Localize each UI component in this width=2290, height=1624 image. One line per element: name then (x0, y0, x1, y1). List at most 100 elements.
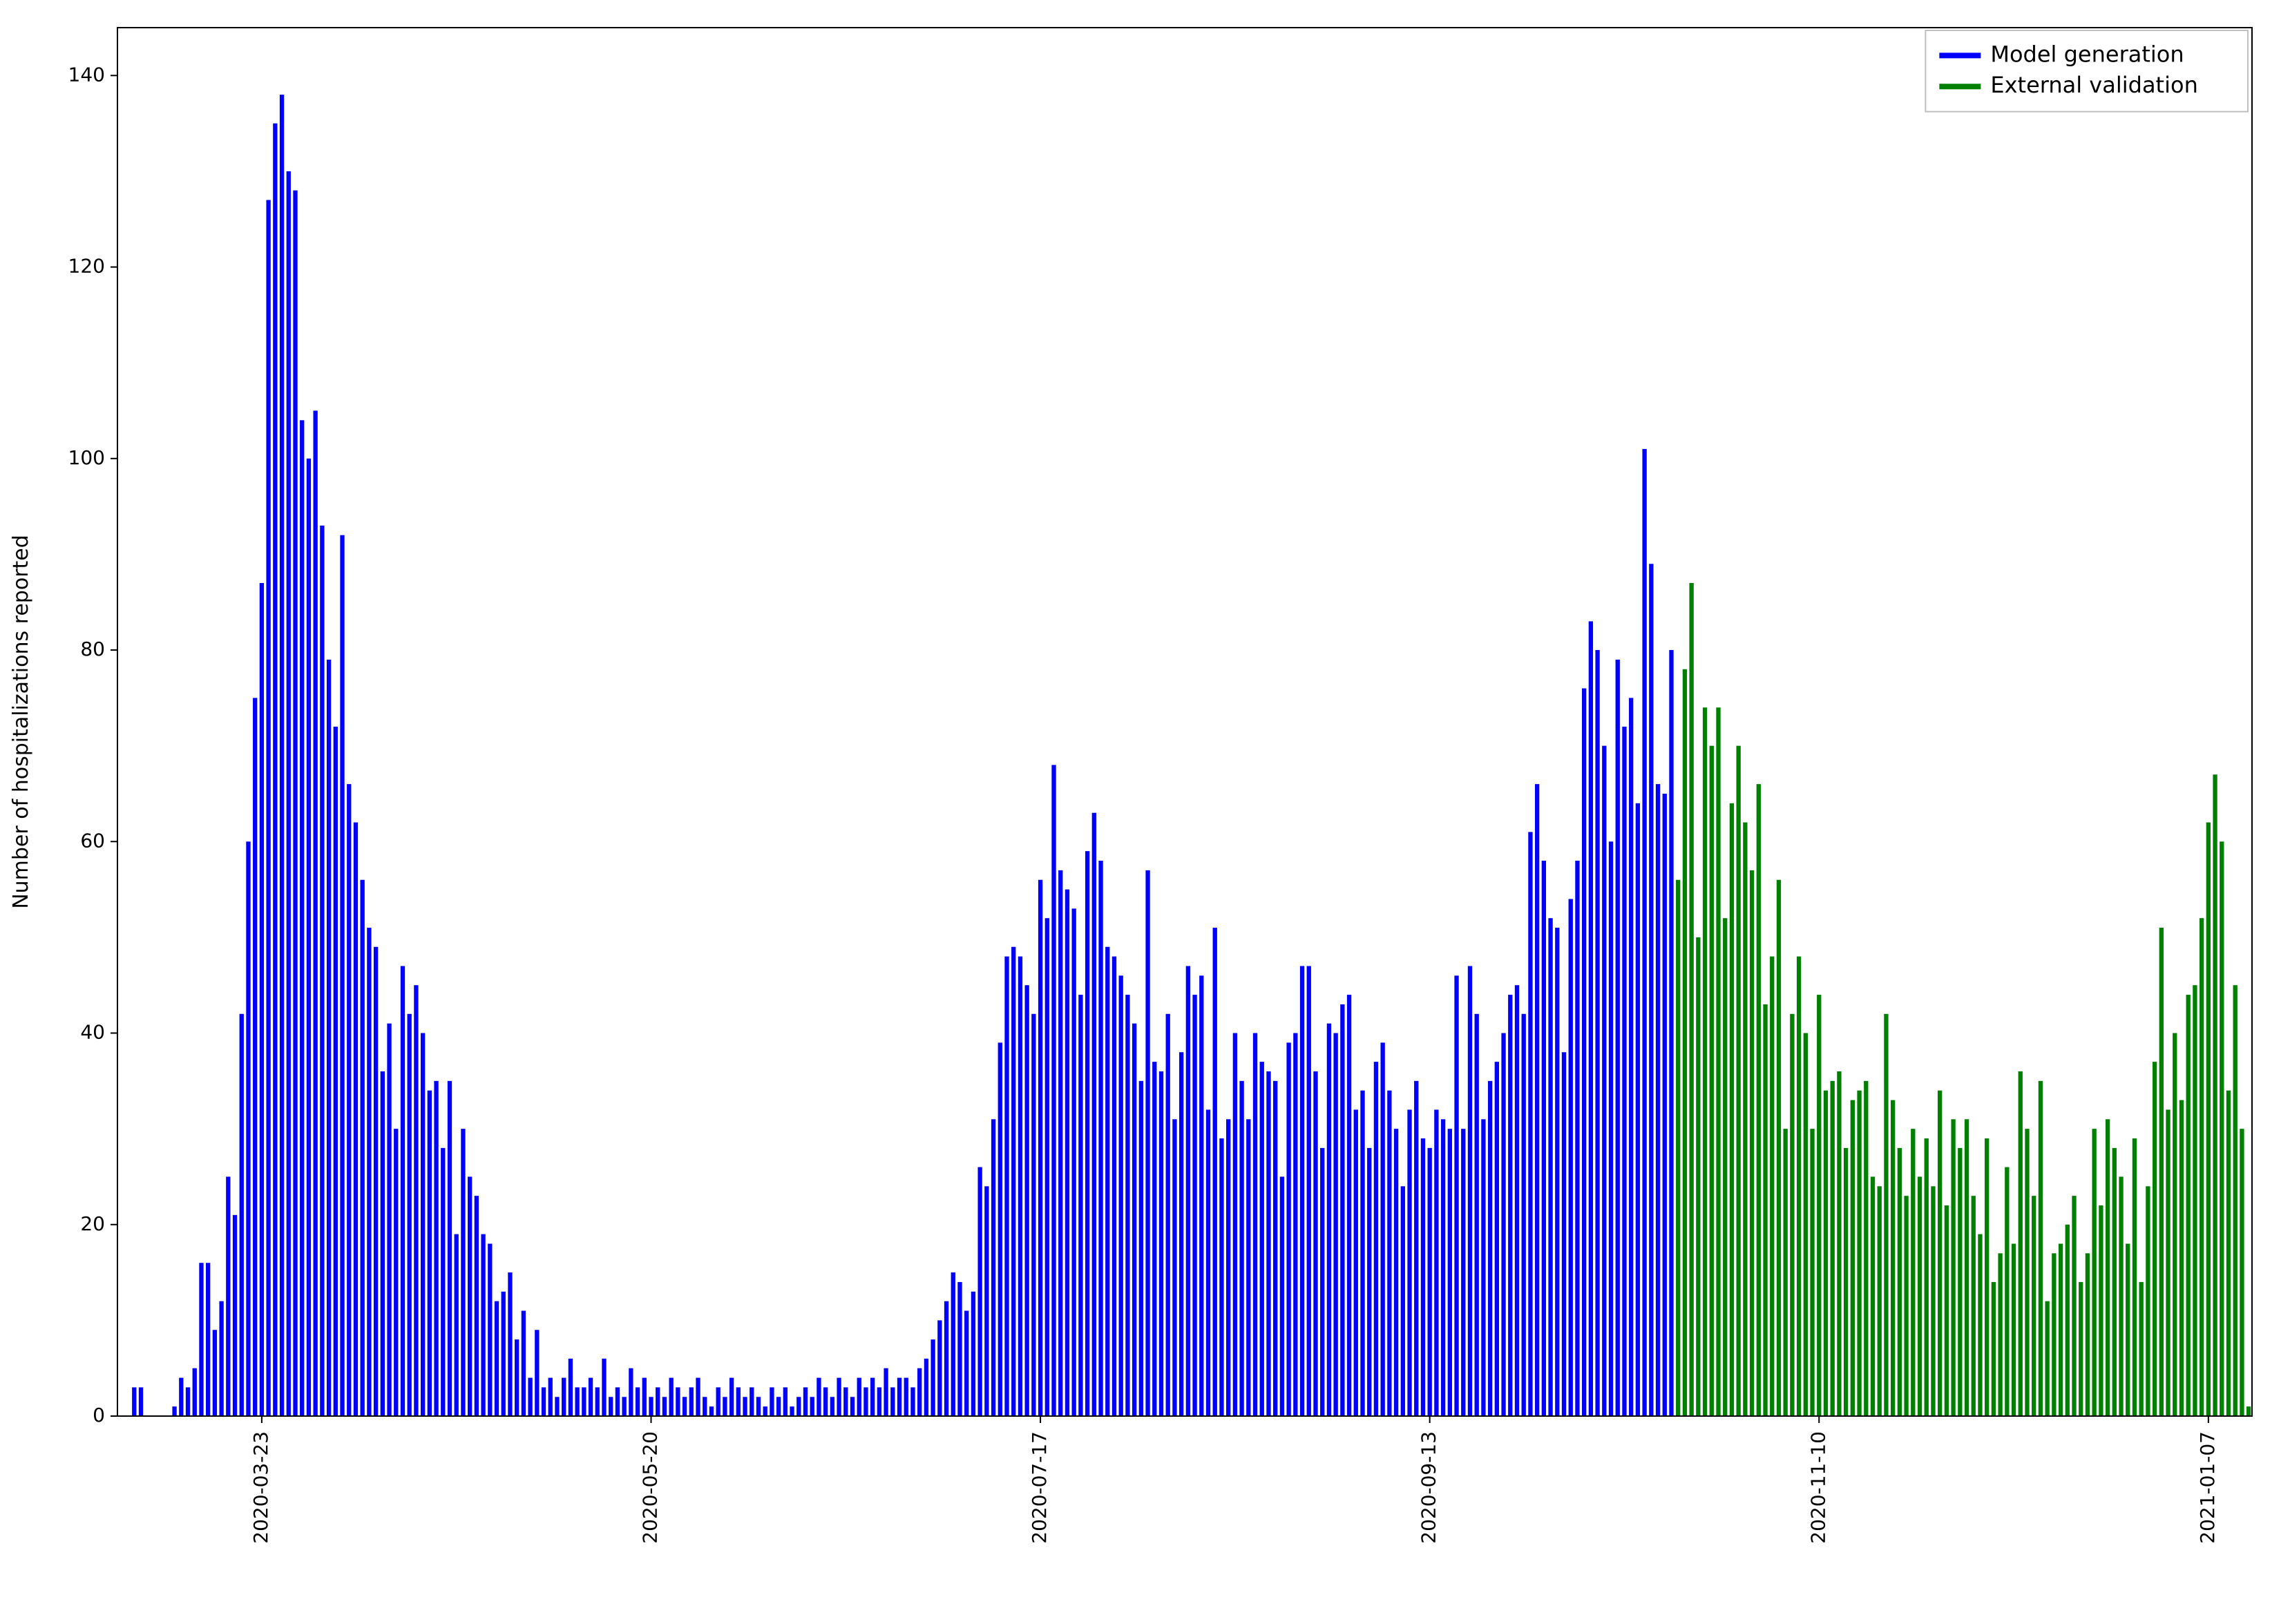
bar-model-generation (1085, 851, 1089, 1416)
bar-external-validation (2092, 1129, 2096, 1416)
bar-model-generation (421, 1033, 425, 1416)
bar-model-generation (300, 420, 304, 1416)
bar-model-generation (790, 1406, 794, 1416)
bar-model-generation (199, 1263, 203, 1416)
bar-external-validation (1790, 1014, 1794, 1416)
bar-model-generation (461, 1129, 465, 1416)
bar-model-generation (977, 1167, 982, 1416)
bar-model-generation (857, 1378, 861, 1416)
bar-model-generation (1273, 1081, 1277, 1416)
bar-model-generation (1280, 1176, 1284, 1416)
bar-model-generation (555, 1397, 559, 1416)
bar-model-generation (367, 928, 371, 1416)
bar-model-generation (890, 1387, 895, 1416)
bar-model-generation (233, 1215, 237, 1416)
bar-external-validation (2099, 1205, 2103, 1416)
bar-model-generation (1045, 918, 1049, 1416)
bar-model-generation (1266, 1071, 1270, 1416)
bar-external-validation (1958, 1148, 1962, 1416)
bar-model-generation (1448, 1129, 1452, 1416)
bar-model-generation (139, 1387, 143, 1416)
bar-external-validation (2173, 1033, 2177, 1416)
bar-model-generation (1152, 1062, 1156, 1416)
bar-external-validation (1904, 1196, 1908, 1416)
bar-model-generation (776, 1397, 781, 1416)
bar-model-generation (266, 200, 270, 1416)
bar-model-generation (1669, 650, 1673, 1416)
bar-model-generation (1058, 870, 1062, 1416)
bar-model-generation (219, 1301, 223, 1416)
bar-external-validation (1998, 1253, 2002, 1416)
bar-model-generation (408, 1014, 412, 1416)
bar-external-validation (1804, 1033, 1808, 1416)
bar-model-generation (696, 1378, 700, 1416)
bar-model-generation (1253, 1033, 1257, 1416)
bar-external-validation (1723, 918, 1727, 1416)
bar-model-generation (1602, 746, 1606, 1416)
bar-external-validation (1676, 880, 1680, 1416)
y-axis-title: Number of hospitalizations reported (9, 535, 33, 909)
bar-model-generation (589, 1378, 593, 1416)
bar-model-generation (1387, 1091, 1391, 1416)
bar-model-generation (1213, 928, 1217, 1416)
bar-model-generation (1548, 918, 1552, 1416)
bar-external-validation (1770, 957, 1774, 1416)
bar-external-validation (1730, 803, 1734, 1416)
bar-external-validation (1878, 1186, 1882, 1416)
bar-external-validation (2159, 928, 2164, 1416)
bar-model-generation (172, 1406, 176, 1416)
bar-model-generation (817, 1378, 821, 1416)
y-tick-label: 20 (80, 1212, 105, 1235)
bar-model-generation (937, 1320, 942, 1416)
bar-model-generation (327, 660, 331, 1416)
bar-external-validation (1689, 583, 1693, 1416)
bar-external-validation (1931, 1186, 1935, 1416)
bar-model-generation (1562, 1052, 1566, 1416)
bar-model-generation (246, 841, 250, 1416)
bar-model-generation (448, 1081, 452, 1416)
bar-model-generation (287, 171, 291, 1416)
bar-model-generation (1226, 1119, 1230, 1416)
bar-model-generation (1004, 957, 1009, 1416)
bar-external-validation (1757, 784, 1761, 1416)
bar-model-generation (743, 1397, 747, 1416)
bar-model-generation (1011, 947, 1015, 1416)
bar-model-generation (1441, 1119, 1445, 1416)
chart-container: 0204060801001201402020-03-232020-05-2020… (0, 0, 2290, 1624)
bar-model-generation (575, 1387, 579, 1416)
bar-external-validation (2213, 774, 2217, 1416)
bar-model-generation (1119, 975, 1123, 1416)
bar-external-validation (2179, 1100, 2184, 1416)
bar-model-generation (1072, 908, 1076, 1416)
bar-model-generation (441, 1148, 445, 1416)
bar-model-generation (729, 1378, 734, 1416)
bar-model-generation (206, 1263, 210, 1416)
bar-external-validation (1891, 1100, 1895, 1416)
y-tick-label: 80 (80, 638, 105, 660)
bar-model-generation (213, 1330, 217, 1416)
y-tick-label: 100 (68, 446, 105, 469)
bar-external-validation (1703, 707, 1707, 1416)
bar-model-generation (622, 1397, 626, 1416)
bar-external-validation (2032, 1196, 2036, 1416)
bar-model-generation (843, 1387, 848, 1416)
bar-model-generation (1609, 841, 1613, 1416)
y-tick-label: 40 (80, 1021, 105, 1044)
bar-model-generation (193, 1368, 197, 1416)
bar-external-validation (1736, 746, 1740, 1416)
bar-model-generation (1246, 1119, 1250, 1416)
bar-model-generation (428, 1091, 432, 1416)
bar-model-generation (394, 1129, 398, 1416)
bar-model-generation (723, 1397, 727, 1416)
bar-model-generation (273, 124, 277, 1416)
bar-model-generation (340, 535, 344, 1416)
bar-model-generation (1569, 899, 1573, 1416)
bar-model-generation (434, 1081, 438, 1416)
bar-model-generation (1434, 1109, 1438, 1416)
bar-external-validation (1898, 1148, 1902, 1416)
bar-model-generation (387, 1024, 391, 1416)
y-tick-label: 0 (93, 1404, 105, 1426)
bar-model-generation (1051, 765, 1056, 1416)
bar-model-generation (1172, 1119, 1176, 1416)
bar-model-generation (1092, 813, 1096, 1416)
